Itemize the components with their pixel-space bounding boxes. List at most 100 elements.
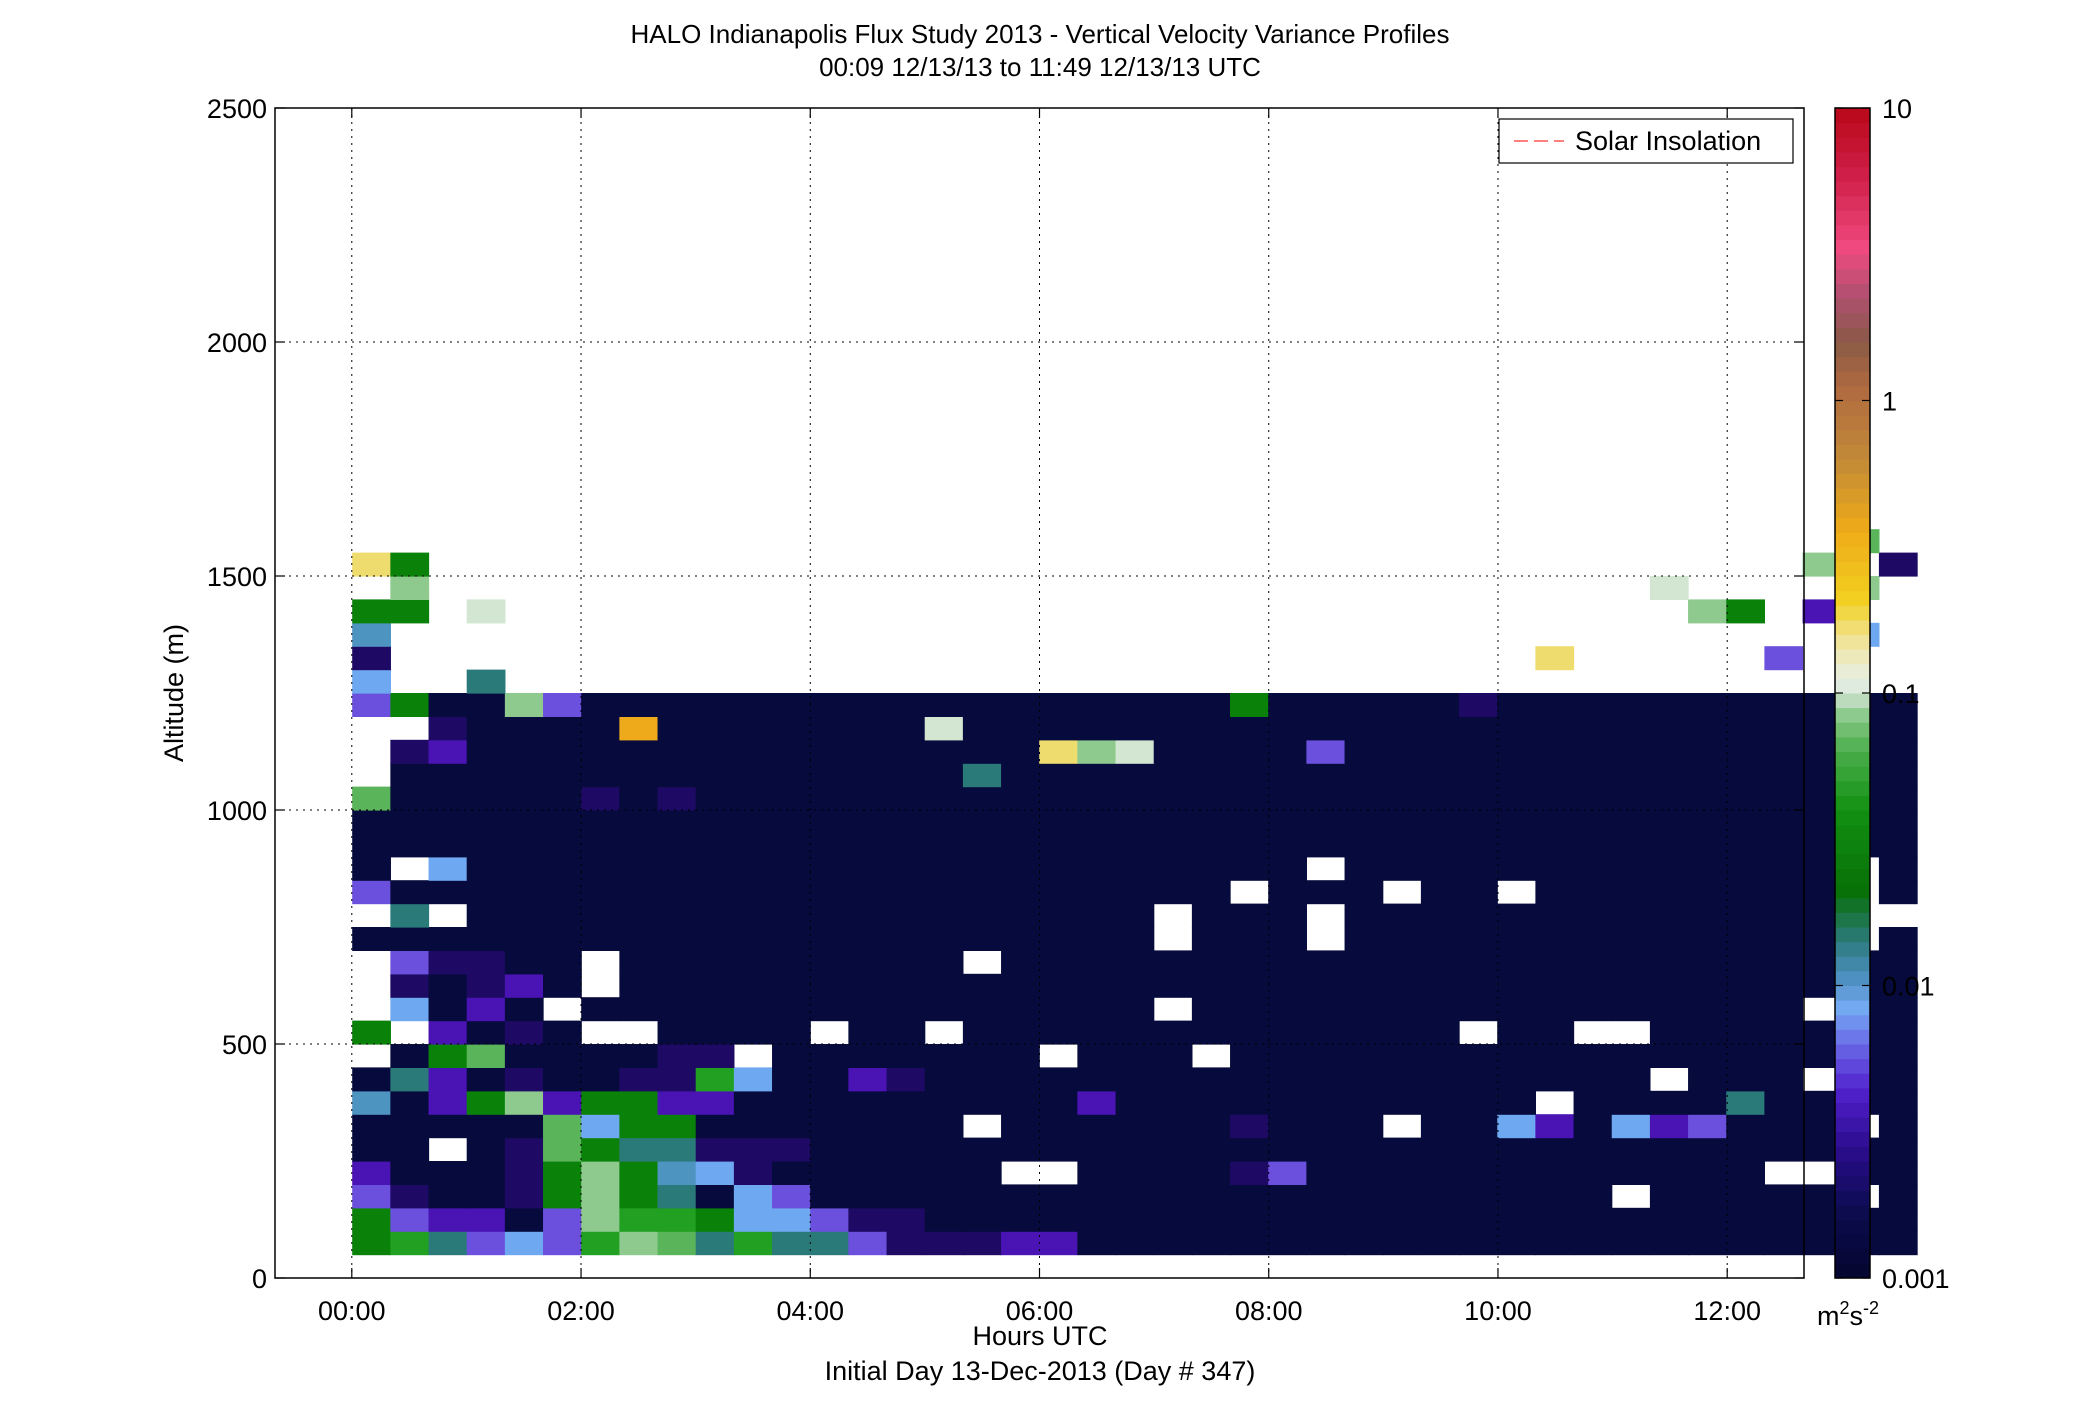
heatmap-cell [1420,903,1460,928]
heatmap-cell [962,1020,1002,1045]
heatmap-cell [390,1067,430,1092]
colorbar-swatch [1835,122,1870,138]
heatmap-cell [772,973,811,998]
heatmap-cell [1344,1137,1384,1162]
heatmap-cell [1649,997,1689,1022]
heatmap-cell [810,1067,849,1092]
heatmap-cell [657,903,697,928]
heatmap-cell [1611,1044,1651,1068]
heatmap-cell [1878,716,1918,741]
heatmap-cell [1688,693,1727,717]
heatmap-cell [695,810,735,834]
heatmap-cell [1382,833,1422,858]
heatmap-cell [1306,973,1346,998]
heatmap-cell [352,880,391,905]
heatmap-cell [466,1207,506,1232]
heatmap-cell [1268,810,1307,834]
heatmap-cell [657,693,697,717]
heatmap-cell [772,880,811,905]
y-tick-label: 1500 [207,562,267,592]
heatmap-cell [733,950,773,975]
heatmap-cell [1497,739,1536,764]
heatmap-cell [962,1231,1002,1256]
heatmap-cell [1497,1020,1536,1045]
heatmap-cell [810,903,849,928]
colorbar-swatch [1835,268,1870,285]
heatmap-cell [466,927,506,951]
heatmap-cell [1115,1114,1155,1139]
heatmap-cell [848,1137,888,1162]
heatmap-cell [810,739,849,764]
heatmap-cell [1649,576,1689,600]
heatmap-cell [1306,950,1346,975]
heatmap-cell [1878,786,1918,811]
heatmap-cell [1077,1161,1117,1185]
heatmap-cell [1077,1044,1117,1068]
heatmap-cell [1115,1184,1155,1209]
heatmap-cell [1497,1044,1536,1068]
heatmap-cell [733,1090,773,1115]
heatmap-cell [1764,833,1804,858]
heatmap-cell [1688,786,1727,811]
heatmap-cell [1459,973,1498,998]
heatmap-cell [1115,763,1155,788]
heatmap-cell [1191,1184,1231,1209]
heatmap-cell [619,1137,659,1162]
heatmap-cell [962,716,1002,741]
heatmap-cell [810,833,849,858]
heatmap-cell [733,903,773,928]
heatmap-cell [962,997,1002,1022]
heatmap-cell [886,1090,926,1115]
heatmap-cell [733,1184,773,1209]
heatmap-cell [352,1184,391,1209]
heatmap-cell [886,1067,926,1092]
heatmap-cell [1764,716,1804,741]
heatmap-cell [962,927,1002,951]
heatmap-cell [772,1114,811,1139]
heatmap-cell [1497,997,1536,1022]
heatmap-cell [962,1207,1002,1232]
heatmap-cell [772,927,811,951]
heatmap-cell [1497,1067,1536,1092]
heatmap-cell [1191,1067,1231,1092]
heatmap-cell [810,1090,849,1115]
heatmap-cell [695,927,735,951]
heatmap-cell [390,997,430,1022]
heatmap-cell [1535,833,1575,858]
heatmap-cell [733,739,773,764]
heatmap-cell [810,856,849,881]
heatmap-cell [810,716,849,741]
heatmap-cell [1077,950,1117,975]
heatmap-cell [390,1044,430,1068]
heatmap-cell [1001,880,1040,905]
heatmap-cell [1230,856,1269,881]
colorbar [1834,107,1871,1279]
heatmap-cell [466,1044,506,1068]
heatmap-cell [1726,1020,1765,1045]
heatmap-cell [1420,693,1460,717]
heatmap-cell [1382,786,1422,811]
heatmap-cell [733,1137,773,1162]
heatmap-cell [886,1044,926,1068]
heatmap-cell [1268,1137,1307,1162]
heatmap-cell [581,903,620,928]
heatmap-cell [1115,973,1155,998]
heatmap-cell [543,693,582,717]
heatmap-cell [1611,880,1651,905]
heatmap-cell [1230,997,1269,1022]
heatmap-cell [733,1207,773,1232]
heatmap-cell [962,833,1002,858]
heatmap-cell [1153,1137,1193,1162]
heatmap-cell [1459,1067,1498,1092]
heatmap-cell [657,880,697,905]
heatmap-cell [848,693,888,717]
heatmap-cell [1688,833,1727,858]
heatmap-cell [1573,1044,1613,1068]
heatmap-cell [581,1114,620,1139]
heatmap-cell [466,599,506,624]
heatmap-cell [962,786,1002,811]
heatmap-cell [1077,997,1117,1022]
heatmap-cell [1306,880,1346,905]
heatmap-cell [810,880,849,905]
heatmap-cell [1115,903,1155,928]
